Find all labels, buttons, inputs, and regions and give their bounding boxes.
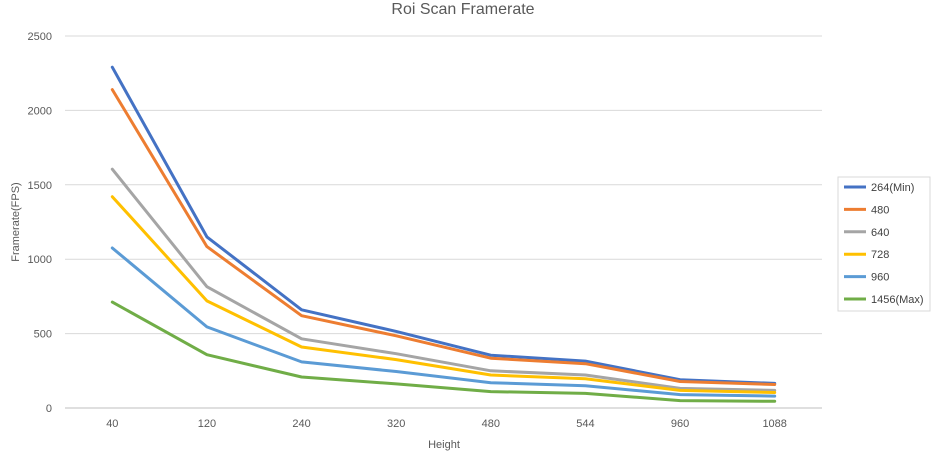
- legend-label: 264(Min): [871, 182, 914, 194]
- y-tick-label: 0: [46, 403, 52, 415]
- series-line: [110, 246, 777, 398]
- legend-box: [837, 176, 931, 312]
- legend-label: 728: [871, 249, 889, 261]
- y-axis-ticks: 0 500 1000 1500 2000 2500: [28, 31, 52, 415]
- chart-title: Roi Scan Framerate: [391, 1, 534, 18]
- x-tick-label: 240: [292, 418, 310, 430]
- y-tick-label: 2000: [28, 105, 52, 117]
- x-tick-label: 960: [671, 418, 689, 430]
- legend-label: 480: [871, 204, 889, 216]
- y-tick-label: 2500: [28, 31, 52, 43]
- x-tick-label: 1088: [762, 418, 786, 430]
- series-line: [110, 167, 777, 392]
- y-axis-label: Framerate(FPS): [10, 182, 22, 261]
- x-axis-ticks: 40 120 240 320 480 544 960 1088: [106, 418, 787, 430]
- legend-label: 960: [871, 272, 889, 284]
- x-axis-label: Height: [428, 439, 460, 451]
- legend-label: 1456(Max): [871, 294, 924, 306]
- y-tick-label: 1000: [28, 254, 52, 266]
- series-line: [110, 300, 777, 403]
- legend: 264(Min) 480 640 728 960 1456(Max): [837, 176, 931, 312]
- y-tick-label: 500: [34, 329, 52, 341]
- series-line: [110, 65, 777, 385]
- gridlines: [65, 35, 822, 409]
- x-tick-label: 480: [482, 418, 500, 430]
- series-line: [110, 88, 777, 386]
- y-tick-label: 1500: [28, 180, 52, 192]
- legend-items: 264(Min) 480 640 728 960 1456(Max): [844, 182, 924, 306]
- x-tick-label: 544: [576, 418, 594, 430]
- series-line: [110, 195, 777, 394]
- series-lines: [110, 65, 777, 403]
- legend-label: 640: [871, 227, 889, 239]
- x-tick-label: 320: [387, 418, 405, 430]
- x-tick-label: 40: [106, 418, 118, 430]
- x-tick-label: 120: [198, 418, 216, 430]
